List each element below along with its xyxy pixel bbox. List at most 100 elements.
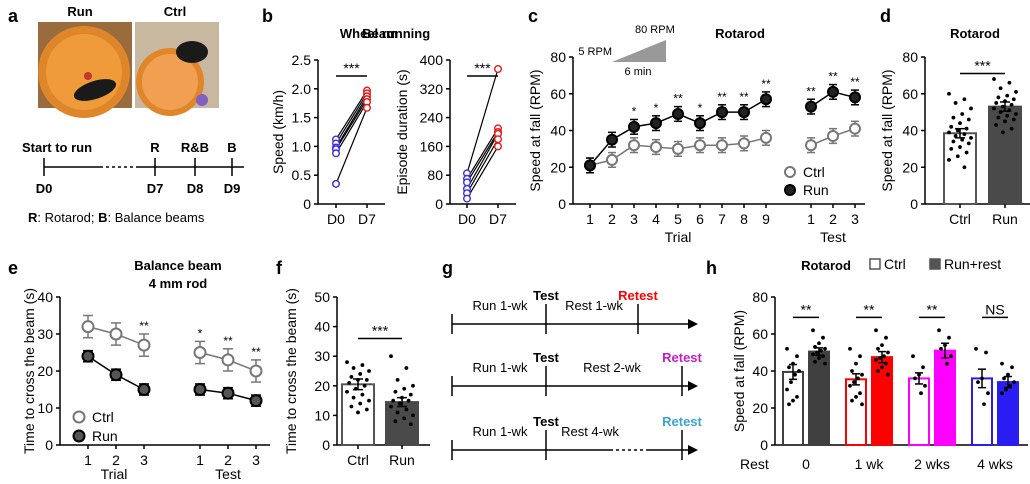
y-tick-label: 40 <box>902 123 918 139</box>
data-point <box>367 398 371 403</box>
data-point <box>951 115 956 120</box>
data-point <box>966 117 971 122</box>
data-point <box>966 141 971 146</box>
data-point <box>958 121 962 126</box>
bar-runrest-0 <box>808 350 830 447</box>
data-point <box>939 346 943 351</box>
significance-label: *** <box>343 60 360 76</box>
pair-line <box>335 95 368 148</box>
bar-ctrl-0 <box>782 370 804 446</box>
x-tick-label: 2 <box>608 211 616 227</box>
y-tick-label: 20 <box>314 378 330 394</box>
data-point <box>1000 361 1004 366</box>
data-point <box>876 369 880 373</box>
significance-label: * <box>698 101 703 115</box>
data-point <box>1010 365 1014 370</box>
y-axis-label: Speed (km/h) <box>270 90 286 174</box>
protocol-3: Run 1-wk Test Rest 4-wk Retest <box>451 414 703 460</box>
y-tick-label: 320 <box>420 81 444 97</box>
bar-ctrl-2 <box>908 377 930 446</box>
chart-wheel-speed: 0 0.5 1.0 1.5 2.0 2.5 Speed (km/h) D0 D7 *** <box>270 52 385 227</box>
data-point <box>960 112 965 116</box>
data-point <box>797 369 801 373</box>
point-d7 <box>494 142 503 151</box>
x-axis-label-test: Test <box>820 229 846 245</box>
data-point <box>349 375 354 379</box>
data-point <box>878 356 882 360</box>
data-point <box>1005 113 1010 118</box>
data-point <box>969 135 973 140</box>
data-point <box>947 158 951 162</box>
significance-label: ** <box>864 301 875 317</box>
data-point <box>408 392 413 397</box>
significance-label: * <box>654 101 659 115</box>
data-point <box>789 380 793 384</box>
point-run <box>827 85 839 98</box>
data-point <box>848 383 852 388</box>
x-tick-label: D0 <box>458 211 476 227</box>
point-run <box>193 383 207 396</box>
chart-rotarod-bar: 0 20 40 60 80 Speed at fall (RPM) Rotarod Ctrl R… <box>879 26 1030 227</box>
legend-swatch-ctrl <box>869 258 881 270</box>
bar-runrest-1 <box>871 356 893 446</box>
data-point <box>949 124 954 129</box>
data-point <box>1014 90 1018 94</box>
y-tick-label: 0 <box>435 196 443 212</box>
data-point <box>823 361 827 366</box>
data-point <box>821 354 825 359</box>
data-point <box>351 395 356 400</box>
data-point <box>848 346 852 351</box>
y-tick-label: 80 <box>427 167 443 183</box>
x-tick-label: 4 wks <box>977 456 1013 472</box>
data-point <box>785 346 789 351</box>
x-tick-label: 2 <box>224 452 232 468</box>
legend-marker-ctrl <box>784 166 796 178</box>
panel-letter-h: h <box>706 258 717 278</box>
data-point <box>1006 372 1010 377</box>
significance-label: *** <box>372 322 389 338</box>
legend-text-r: : Rotarod; <box>37 210 98 225</box>
protocol-1-rest: Rest 1-wk <box>565 298 623 313</box>
wheel-running-title: Wheel running <box>340 26 430 41</box>
data-point <box>949 354 953 359</box>
data-point <box>813 359 817 364</box>
data-point <box>996 115 1001 120</box>
x-tick-label: D7 <box>489 211 507 227</box>
protocol-1: Run 1-wk Test Rest 1-wk Retest <box>451 288 698 334</box>
x-tick-label: 2 <box>112 452 120 468</box>
point-ctrl <box>249 364 263 378</box>
data-point <box>364 377 369 382</box>
significance-label: ** <box>761 77 771 91</box>
data-point <box>876 346 880 351</box>
significance-label: ** <box>223 334 233 348</box>
photo-label-run: Run <box>67 4 92 19</box>
point-run <box>716 106 728 119</box>
data-point <box>367 369 371 373</box>
data-point <box>1005 93 1010 98</box>
significance-label: ** <box>139 319 149 333</box>
legend-label-ctrl: Ctrl <box>803 164 825 180</box>
pair-line <box>466 131 499 183</box>
data-point <box>994 101 999 105</box>
point-ctrl <box>738 137 750 150</box>
timeline-day-d9: D9 <box>224 181 241 196</box>
y-axis-label: Episode duration (s) <box>394 69 410 194</box>
protocol-3-retest: Retest <box>662 414 702 429</box>
protocol-2: Run 1-wk Test Rest 2-wk Retest <box>451 350 703 396</box>
x-axis-label-test: Test <box>215 466 241 482</box>
pair-line <box>466 128 499 180</box>
data-point <box>393 419 398 424</box>
panel-letter-b: b <box>262 6 273 26</box>
data-point <box>962 165 967 170</box>
timeline-day-d8: D8 <box>187 181 204 196</box>
data-point <box>919 391 923 396</box>
data-point <box>353 386 358 391</box>
data-point <box>787 402 791 407</box>
point-d0 <box>463 194 472 203</box>
data-point <box>858 354 862 359</box>
y-tick-label: 50 <box>314 289 330 305</box>
data-point <box>356 377 360 382</box>
chart-episode-duration: 0 80 160 240 320 400 Episode duration (s) D0 D7 *… <box>394 52 516 227</box>
y-tick-label: 0 <box>45 437 53 453</box>
